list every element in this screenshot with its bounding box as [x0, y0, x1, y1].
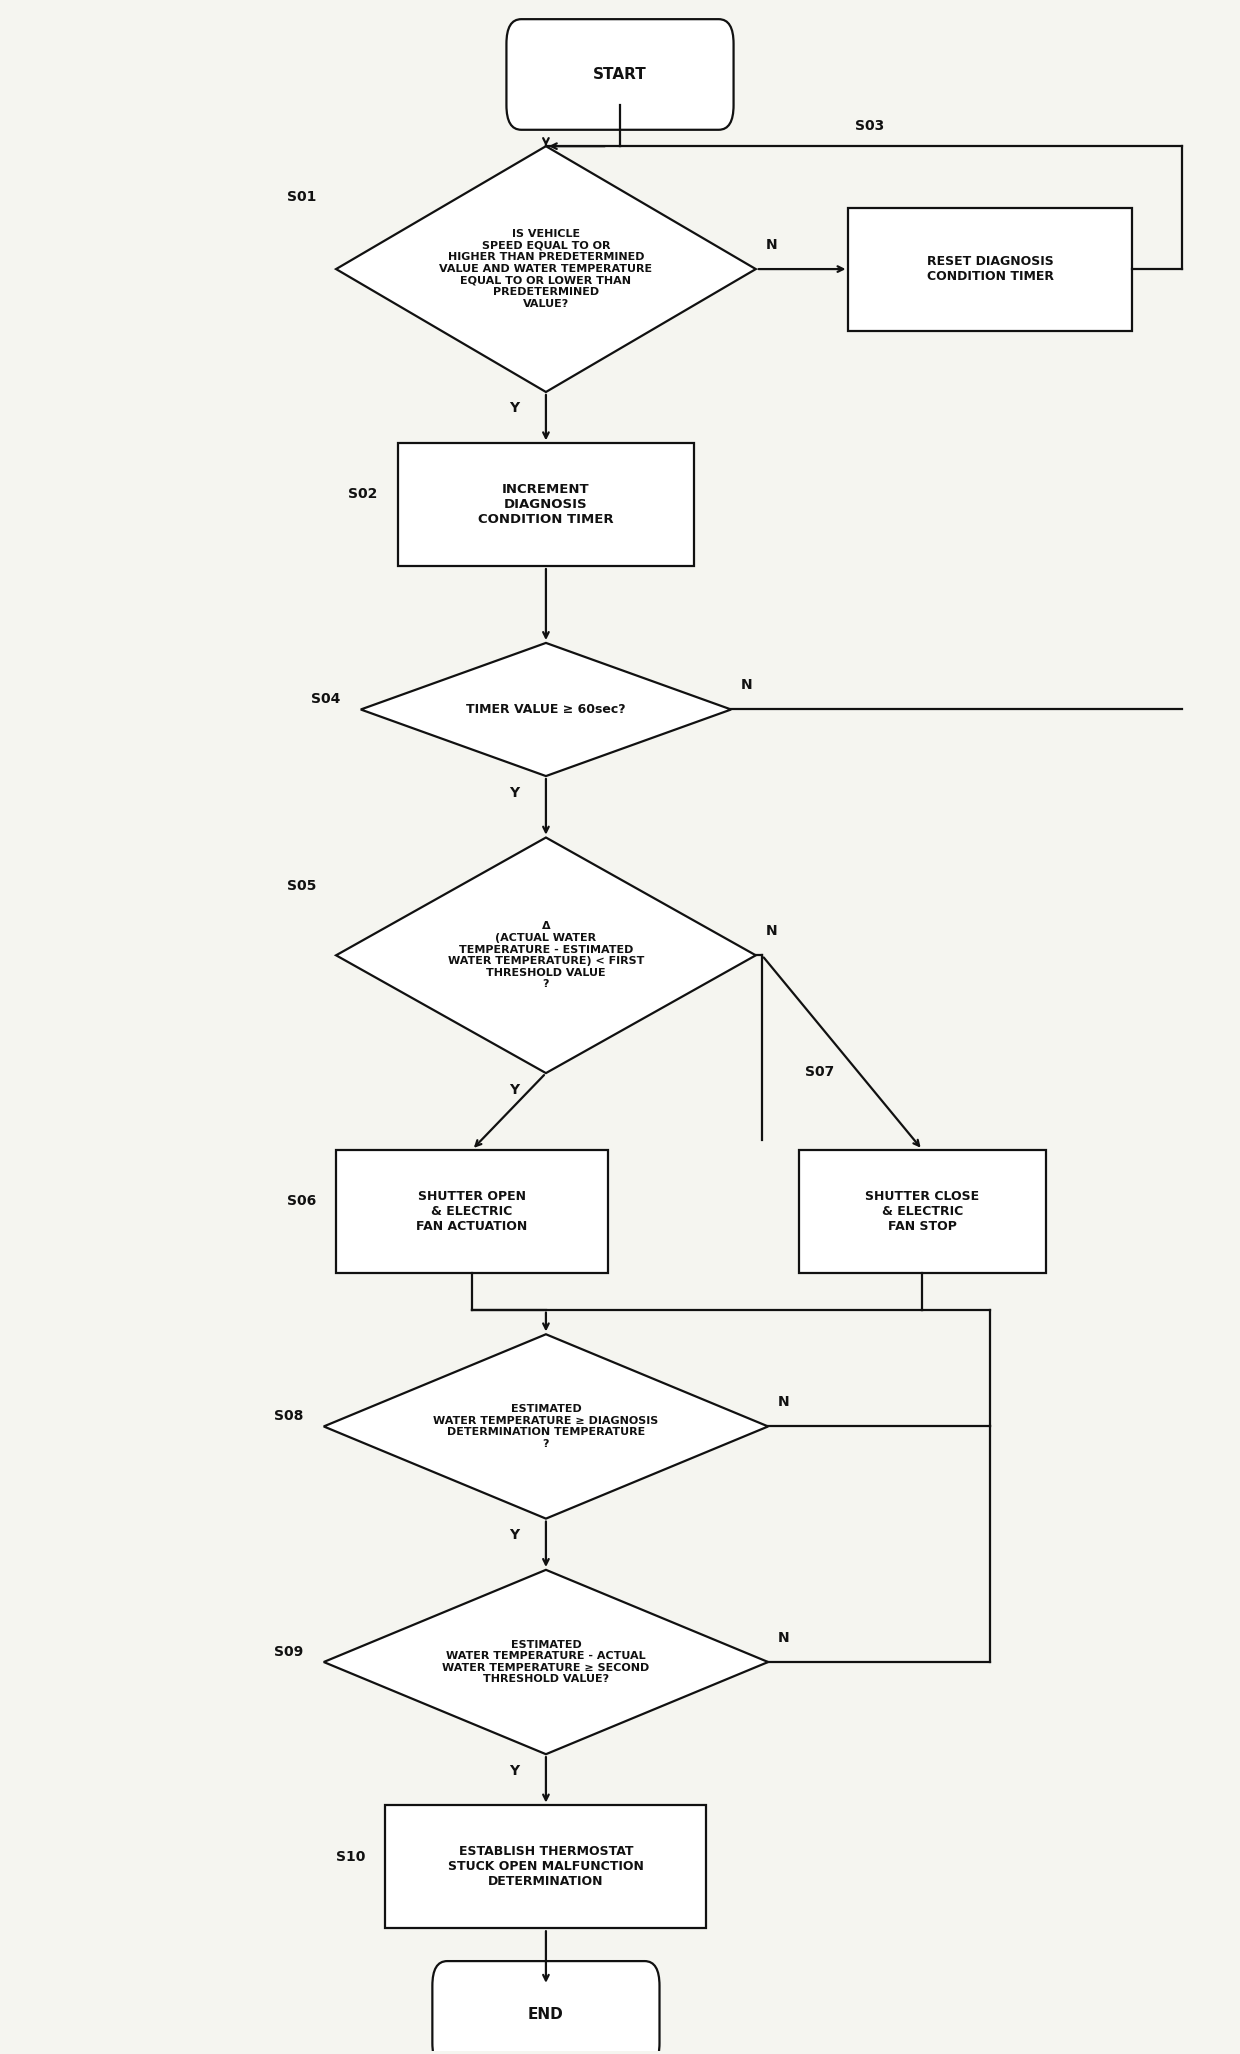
Text: N: N [777, 1631, 790, 1645]
Text: S08: S08 [274, 1409, 304, 1423]
Text: S06: S06 [286, 1193, 316, 1208]
Text: Y: Y [508, 401, 520, 415]
Text: N: N [765, 924, 777, 939]
Text: Y: Y [508, 785, 520, 799]
Polygon shape [336, 838, 756, 1072]
Text: Y: Y [508, 1082, 520, 1097]
Polygon shape [336, 146, 756, 392]
Bar [799, 1150, 1045, 1273]
Text: ESTIMATED
WATER TEMPERATURE ≥ DIAGNOSIS
DETERMINATION TEMPERATURE
?: ESTIMATED WATER TEMPERATURE ≥ DIAGNOSIS … [433, 1405, 658, 1448]
Polygon shape [324, 1335, 768, 1518]
Text: SHUTTER OPEN
& ELECTRIC
FAN ACTUATION: SHUTTER OPEN & ELECTRIC FAN ACTUATION [417, 1189, 527, 1232]
Text: SHUTTER CLOSE
& ELECTRIC
FAN STOP: SHUTTER CLOSE & ELECTRIC FAN STOP [866, 1189, 980, 1232]
Text: TIMER VALUE ≥ 60sec?: TIMER VALUE ≥ 60sec? [466, 702, 626, 717]
Text: S03: S03 [854, 119, 884, 134]
Text: Δ
(ACTUAL WATER
TEMPERATURE - ESTIMATED
WATER TEMPERATURE) < FIRST
THRESHOLD VAL: Δ (ACTUAL WATER TEMPERATURE - ESTIMATED … [448, 922, 644, 990]
Text: S02: S02 [348, 487, 378, 501]
Text: RESET DIAGNOSIS
CONDITION TIMER: RESET DIAGNOSIS CONDITION TIMER [926, 255, 1054, 283]
Text: IS VEHICLE
SPEED EQUAL TO OR
HIGHER THAN PREDETERMINED
VALUE AND WATER TEMPERATU: IS VEHICLE SPEED EQUAL TO OR HIGHER THAN… [439, 230, 652, 308]
Text: S04: S04 [311, 692, 341, 707]
Text: Y: Y [508, 1764, 520, 1777]
Bar [848, 207, 1132, 331]
Text: N: N [742, 678, 753, 692]
Bar [398, 444, 694, 567]
Text: Y: Y [508, 1528, 520, 1543]
Bar [386, 1805, 707, 1929]
FancyBboxPatch shape [433, 1962, 660, 2054]
Text: S07: S07 [805, 1066, 835, 1078]
Text: INCREMENT
DIAGNOSIS
CONDITION TIMER: INCREMENT DIAGNOSIS CONDITION TIMER [479, 483, 614, 526]
Text: START: START [593, 68, 647, 82]
FancyBboxPatch shape [506, 18, 734, 129]
Bar [336, 1150, 608, 1273]
Text: S10: S10 [336, 1849, 366, 1863]
Polygon shape [361, 643, 732, 776]
Text: ESTABLISH THERMOSTAT
STUCK OPEN MALFUNCTION
DETERMINATION: ESTABLISH THERMOSTAT STUCK OPEN MALFUNCT… [448, 1844, 644, 1888]
Text: N: N [777, 1395, 790, 1409]
Polygon shape [324, 1569, 768, 1754]
Text: ESTIMATED
WATER TEMPERATURE - ACTUAL
WATER TEMPERATURE ≥ SECOND
THRESHOLD VALUE?: ESTIMATED WATER TEMPERATURE - ACTUAL WAT… [443, 1639, 650, 1684]
Text: S01: S01 [286, 191, 316, 205]
Text: S09: S09 [274, 1645, 304, 1660]
Text: S05: S05 [286, 879, 316, 893]
Text: N: N [765, 238, 777, 251]
Text: END: END [528, 2007, 564, 2021]
